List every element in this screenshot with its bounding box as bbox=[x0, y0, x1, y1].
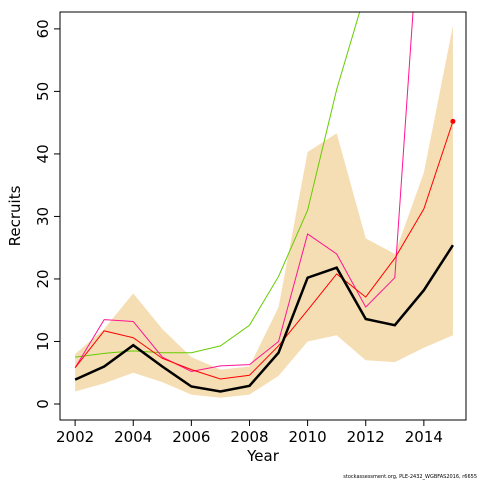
y-tick-label: 10 bbox=[34, 332, 52, 351]
plot-area bbox=[74, 12, 456, 398]
x-tick-label: 2008 bbox=[230, 428, 268, 446]
series-line bbox=[74, 244, 454, 393]
series-line bbox=[74, 12, 414, 373]
y-tick-label: 20 bbox=[34, 269, 52, 288]
y-tick-label: 30 bbox=[34, 207, 52, 226]
x-axis-label: Year bbox=[246, 447, 280, 465]
end-point bbox=[450, 118, 456, 124]
y-tick-label: 40 bbox=[34, 144, 52, 163]
series-line bbox=[74, 121, 454, 380]
x-tick-label: 2014 bbox=[405, 428, 443, 446]
y-tick-label: 60 bbox=[34, 19, 52, 38]
confidence-band bbox=[75, 25, 453, 398]
y-tick-label: 50 bbox=[34, 82, 52, 101]
x-tick-label: 2006 bbox=[172, 428, 210, 446]
x-tick-label: 2012 bbox=[347, 428, 385, 446]
y-axis-label: Recruits bbox=[6, 185, 24, 246]
x-tick-label: 2004 bbox=[114, 428, 152, 446]
x-tick-label: 2002 bbox=[56, 428, 94, 446]
x-tick-label: 2010 bbox=[289, 428, 327, 446]
y-tick-label: 0 bbox=[34, 399, 52, 409]
footnote: stockassessment.org, PLE-2432_WGBFAS2016… bbox=[343, 474, 477, 480]
